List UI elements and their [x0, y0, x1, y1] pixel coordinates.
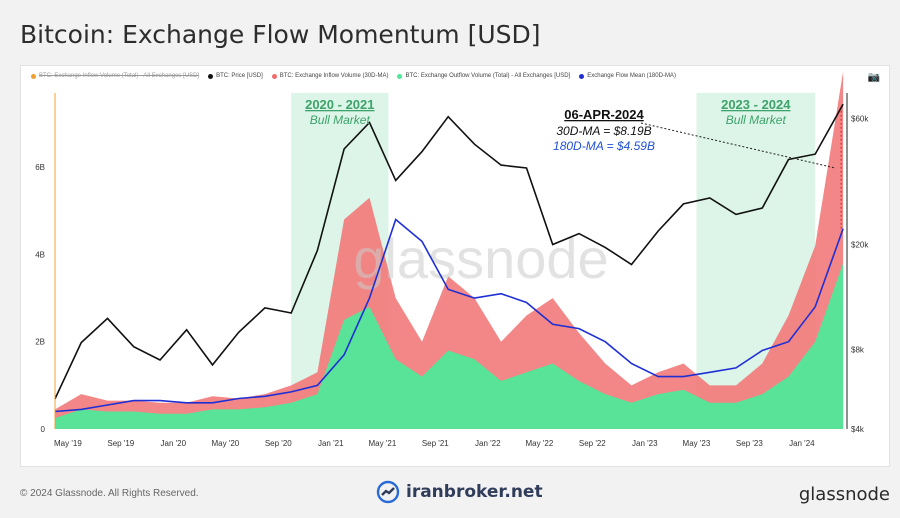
- legend-label: BTC: Exchange Inflow Volume (30D-MA): [279, 73, 389, 79]
- watermark-text: iranbroker.net: [406, 482, 543, 502]
- watermark-logo: iranbroker.net: [376, 480, 543, 504]
- legend-swatch: [579, 73, 585, 79]
- outflow-series: [55, 263, 844, 429]
- chart-watermark: glassnode: [353, 227, 608, 290]
- x-tick: May '20: [211, 439, 239, 448]
- x-tick: May '22: [526, 439, 554, 448]
- y-left-tick: 0: [41, 425, 46, 434]
- annotation-180d-ma: 180D-MA = $4.59B: [553, 139, 655, 153]
- x-tick: May '23: [683, 439, 711, 448]
- annotation-leader: [640, 122, 836, 169]
- y-left-tick: 2B: [35, 338, 45, 347]
- legend-swatch: [31, 73, 36, 79]
- legend-label: BTC: Price [USD]: [216, 73, 263, 79]
- trend-icon: [376, 480, 400, 504]
- chart-legend: BTC: Exchange Inflow Volume (Total) - Al…: [31, 73, 676, 79]
- x-tick: Jan '24: [789, 439, 815, 448]
- mean-series-line: [54, 218, 844, 413]
- camera-icon[interactable]: 📷: [867, 72, 880, 83]
- legend-label: BTC: Exchange Outflow Volume (Total) - A…: [405, 73, 571, 79]
- page-title: Bitcoin: Exchange Flow Momentum [USD]: [20, 20, 541, 49]
- legend-swatch: [397, 73, 403, 79]
- copyright-text: © 2024 Glassnode. All Rights Reserved.: [20, 488, 199, 499]
- bull-market-2020-title: 2020 - 2021: [305, 97, 374, 112]
- x-tick: Jan '22: [475, 439, 501, 448]
- legend-swatch: [271, 73, 277, 79]
- y-left-tick: 6B: [35, 163, 45, 172]
- legend-label: BTC: Exchange Inflow Volume (Total) - Al…: [39, 73, 200, 79]
- x-tick: May '21: [369, 439, 397, 448]
- x-tick: Jan '20: [161, 439, 187, 448]
- legend-item[interactable]: BTC: Exchange Inflow Volume (30D-MA): [271, 73, 389, 79]
- y-left-tick: 4B: [35, 250, 45, 259]
- annotation-30d-ma: 30D-MA = $8.19B: [556, 124, 651, 138]
- y-right-tick: $20k: [851, 241, 869, 250]
- x-tick: Sep '23: [736, 439, 763, 448]
- x-tick: Sep '19: [107, 439, 134, 448]
- chart-svg: glassnode 0 2B 4B 6B $4k $8k $20k $60k May '19 Sep…: [35, 71, 869, 448]
- x-tick: Sep '21: [422, 439, 449, 448]
- legend-item[interactable]: BTC: Exchange Outflow Volume (Total) - A…: [397, 73, 570, 79]
- bull-market-2023-title: 2023 - 2024: [721, 97, 791, 112]
- bull-market-2020-sub: Bull Market: [310, 113, 371, 127]
- x-tick: Jan '23: [632, 439, 658, 448]
- bull-market-2023-sub: Bull Market: [726, 113, 787, 127]
- y-right-tick: $8k: [851, 346, 865, 355]
- x-tick: Sep '20: [265, 439, 292, 448]
- x-tick: May '19: [54, 439, 82, 448]
- x-tick: Sep '22: [579, 439, 606, 448]
- legend-item[interactable]: BTC: Price [USD]: [208, 73, 263, 79]
- legend-swatch: [208, 73, 214, 79]
- legend-label: Exchange Flow Mean (180D-MA): [587, 73, 676, 79]
- y-right-tick: $4k: [851, 425, 865, 434]
- legend-item[interactable]: BTC: Exchange Inflow Volume (Total) - Al…: [31, 73, 199, 79]
- x-tick: Jan '21: [318, 439, 344, 448]
- price-series-line: [54, 103, 844, 400]
- annotation-date: 06-APR-2024: [564, 107, 644, 122]
- y-right-tick: $60k: [851, 115, 869, 124]
- legend-item[interactable]: Exchange Flow Mean (180D-MA): [579, 73, 676, 79]
- brand-logo: glassnode: [798, 484, 890, 505]
- chart-panel: BTC: Exchange Inflow Volume (Total) - Al…: [20, 65, 890, 467]
